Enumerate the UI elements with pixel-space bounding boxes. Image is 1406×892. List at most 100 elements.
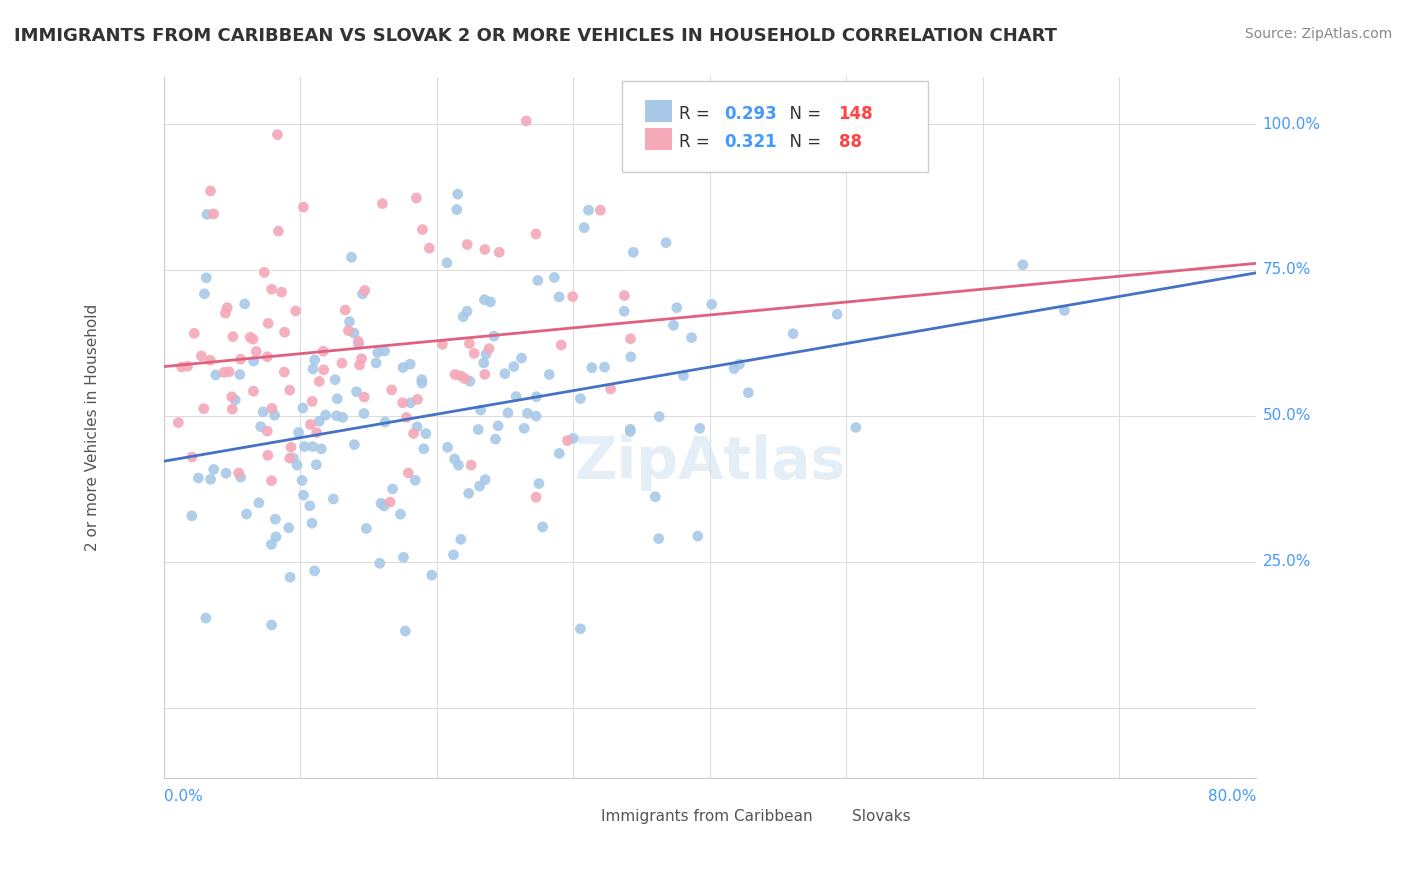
Point (356, 522, 378, 536)
Point (406, 392, 429, 407)
Point (350, 351, 373, 366)
Point (235, 507, 257, 521)
Point (399, 396, 422, 410)
Point (496, 406, 519, 420)
Point (291, 474, 314, 488)
Point (204, 368, 226, 382)
Point (569, 622, 592, 636)
Point (543, 270, 565, 285)
Point (302, 362, 325, 376)
Point (402, 426, 425, 441)
Point (260, 474, 283, 488)
Point (284, 304, 307, 318)
Point (647, 532, 669, 546)
Text: N =: N = (779, 133, 825, 151)
Point (374, 415, 396, 429)
Point (214, 306, 236, 320)
Point (212, 365, 235, 379)
Point (273, 325, 295, 339)
Point (411, 222, 433, 236)
Text: 80.0%: 80.0% (1208, 789, 1256, 805)
Point (443, 452, 465, 467)
Point (561, 290, 583, 304)
Point (270, 285, 292, 300)
Point (308, 375, 330, 389)
Point (700, 297, 723, 311)
Text: 100.0%: 100.0% (1263, 117, 1320, 132)
Point (264, 512, 287, 526)
Point (394, 624, 416, 638)
Point (257, 317, 280, 331)
Point (557, 434, 579, 448)
Point (228, 466, 250, 480)
Point (193, 401, 215, 416)
Point (224, 392, 246, 407)
Point (381, 482, 404, 496)
Point (347, 337, 370, 351)
Point (326, 392, 349, 406)
Point (308, 414, 330, 428)
Point (474, 473, 496, 487)
Point (195, 270, 218, 285)
Point (524, 409, 547, 423)
Point (260, 618, 283, 632)
Point (444, 368, 467, 382)
Point (339, 315, 361, 329)
Point (443, 548, 465, 562)
Point (396, 466, 419, 480)
Point (728, 357, 751, 371)
Point (432, 337, 454, 351)
Point (548, 446, 571, 460)
Point (527, 476, 550, 491)
Point (436, 440, 458, 454)
Point (515, 114, 537, 128)
Point (472, 356, 495, 370)
Point (599, 382, 621, 396)
Point (221, 402, 243, 417)
Point (510, 351, 533, 365)
Text: 0.293: 0.293 (724, 105, 776, 123)
Point (374, 344, 396, 359)
Point (450, 533, 472, 547)
Point (405, 191, 427, 205)
Point (266, 128, 288, 142)
Point (468, 479, 491, 493)
Point (222, 329, 245, 343)
Point (239, 330, 262, 344)
Point (569, 392, 592, 406)
Point (187, 471, 209, 485)
Point (229, 368, 252, 382)
Point (389, 507, 412, 521)
Point (550, 338, 572, 352)
Point (648, 409, 671, 424)
Point (681, 331, 703, 345)
Point (322, 491, 344, 506)
Text: 2 or more Vehicles in Household: 2 or more Vehicles in Household (86, 304, 100, 551)
Point (644, 490, 666, 504)
Text: 25.0%: 25.0% (1263, 554, 1310, 569)
Text: N =: N = (779, 105, 825, 123)
FancyBboxPatch shape (623, 81, 928, 172)
Point (242, 384, 264, 399)
Point (190, 349, 212, 363)
Point (482, 329, 505, 343)
Point (347, 334, 370, 349)
Point (311, 442, 333, 456)
Point (200, 184, 222, 198)
Point (531, 520, 554, 534)
Point (287, 425, 309, 440)
Point (325, 409, 347, 423)
Point (391, 396, 413, 410)
Point (330, 356, 353, 370)
Point (456, 237, 478, 252)
Point (460, 458, 482, 472)
Point (527, 273, 550, 287)
Point (233, 297, 256, 311)
Point (613, 288, 636, 302)
Point (488, 245, 510, 260)
Point (305, 458, 328, 472)
Point (183, 326, 205, 341)
Point (353, 407, 375, 421)
Point (221, 390, 243, 404)
Point (260, 537, 283, 551)
